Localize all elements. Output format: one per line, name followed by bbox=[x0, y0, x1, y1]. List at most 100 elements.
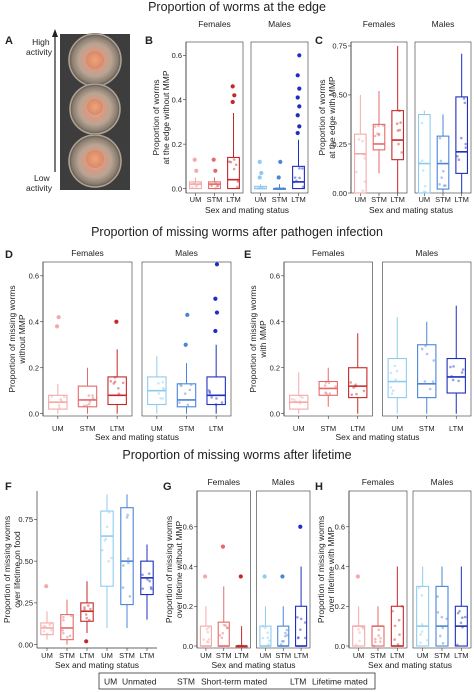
jitter-point bbox=[393, 638, 396, 641]
jitter-point bbox=[423, 380, 427, 383]
jitter-point bbox=[122, 564, 125, 567]
y-tick-label: 0.25 bbox=[332, 140, 347, 149]
jitter-point bbox=[44, 625, 47, 628]
panel-letter-c: C bbox=[315, 35, 323, 47]
chart-panel-e: Females Males 0.0 0.2 0.4 0.6 UM STM LTM UM STM LTM… bbox=[248, 248, 472, 442]
box-body bbox=[176, 383, 197, 408]
jitter-point bbox=[363, 180, 367, 183]
outlier-point bbox=[183, 342, 188, 347]
x-tick-label: LTM bbox=[140, 651, 154, 660]
y-tick-label: 0.0 bbox=[270, 410, 280, 419]
outlier-point bbox=[44, 584, 49, 589]
box-body bbox=[100, 510, 114, 587]
box-body bbox=[292, 165, 305, 190]
box-stm_m bbox=[436, 114, 450, 193]
jitter-point bbox=[224, 624, 228, 627]
jitter-point bbox=[226, 626, 229, 630]
jitter-point bbox=[290, 397, 294, 401]
jitter-point bbox=[62, 631, 65, 635]
jitter-point bbox=[458, 609, 461, 613]
box-stm_m bbox=[277, 574, 290, 647]
jitter-point bbox=[86, 604, 90, 607]
y-tick-label: 0.6 bbox=[29, 272, 39, 281]
jitter-point bbox=[303, 621, 307, 624]
outlier-point bbox=[295, 130, 300, 136]
jitter-point bbox=[103, 539, 107, 542]
jitter-point bbox=[378, 640, 382, 643]
jitter-point bbox=[323, 384, 327, 387]
box-um_f bbox=[289, 372, 309, 414]
jitter-point bbox=[267, 643, 270, 646]
jitter-point bbox=[48, 623, 52, 627]
outlier-point bbox=[257, 175, 262, 180]
jitter-point bbox=[358, 639, 361, 643]
dish-mid-activity bbox=[69, 83, 121, 135]
jitter-point bbox=[393, 364, 397, 368]
jitter-point bbox=[431, 380, 435, 383]
x-tick-label: STM bbox=[370, 651, 386, 660]
jitter-point bbox=[112, 382, 116, 385]
box-ltm_m bbox=[454, 566, 468, 647]
x-axis-title: Sex and mating status bbox=[205, 205, 289, 215]
outlier-point bbox=[114, 319, 119, 324]
jitter-point bbox=[188, 388, 192, 392]
y-tick-label: 0.50 bbox=[332, 91, 347, 100]
facet-label-females: Females bbox=[207, 477, 240, 487]
x-tick-label: UM bbox=[200, 651, 212, 660]
jitter-point bbox=[264, 626, 267, 630]
jitter-point bbox=[150, 587, 153, 591]
jitter-point bbox=[400, 151, 404, 154]
jitter-point bbox=[374, 640, 377, 644]
x-axis-title: Sex and mating status bbox=[95, 432, 179, 442]
y-axis-title: Proportion of wormsat the edge without M… bbox=[151, 70, 171, 164]
jitter-point bbox=[222, 623, 226, 627]
panel-letter-b: B bbox=[145, 35, 153, 47]
box-ltm_m bbox=[206, 262, 226, 414]
jitter-point bbox=[436, 611, 440, 614]
jitter-point bbox=[226, 626, 229, 629]
outlier-point bbox=[257, 159, 262, 165]
jitter-point bbox=[117, 392, 121, 396]
jitter-point bbox=[207, 626, 210, 629]
box-body bbox=[436, 135, 450, 190]
y-axis-title-line: with MMP bbox=[258, 320, 268, 359]
jitter-point bbox=[444, 184, 447, 187]
box-body bbox=[446, 357, 466, 394]
box-stm_f bbox=[77, 367, 98, 414]
box-um_m bbox=[417, 110, 431, 194]
jitter-point bbox=[210, 184, 213, 188]
y-tick-label: 0.4 bbox=[270, 318, 280, 327]
jitter-point bbox=[464, 142, 467, 146]
jitter-point bbox=[109, 379, 113, 383]
jitter-point bbox=[373, 125, 377, 128]
jitter-point bbox=[325, 392, 328, 395]
jitter-point bbox=[234, 163, 238, 167]
jitter-point bbox=[379, 636, 382, 640]
box-body bbox=[353, 133, 367, 194]
jitter-point bbox=[377, 133, 381, 137]
outlier-point bbox=[56, 315, 61, 320]
jitter-point bbox=[451, 378, 455, 382]
jitter-point bbox=[191, 186, 194, 189]
y-tick-label: 0.6 bbox=[270, 272, 280, 281]
jitter-point bbox=[183, 392, 187, 395]
jitter-point bbox=[206, 630, 210, 634]
jitter-point bbox=[207, 640, 210, 644]
jitter-point bbox=[449, 365, 452, 369]
jitter-point bbox=[107, 559, 110, 563]
jitter-point bbox=[328, 392, 332, 395]
jitter-point bbox=[398, 128, 402, 132]
jitter-point bbox=[180, 384, 183, 388]
x-axis-title: Sex and mating status bbox=[335, 432, 419, 442]
y-tick-label: 0.75 bbox=[18, 515, 33, 524]
jitter-point bbox=[141, 587, 145, 590]
jitter-point bbox=[121, 586, 125, 589]
box-um_f bbox=[353, 94, 367, 194]
jitter-point bbox=[425, 352, 429, 356]
facet-label-males: Males bbox=[272, 477, 295, 487]
box-body bbox=[208, 181, 221, 190]
facet-frame bbox=[141, 261, 232, 417]
outlier-point bbox=[211, 157, 216, 162]
jitter-point bbox=[438, 183, 441, 186]
